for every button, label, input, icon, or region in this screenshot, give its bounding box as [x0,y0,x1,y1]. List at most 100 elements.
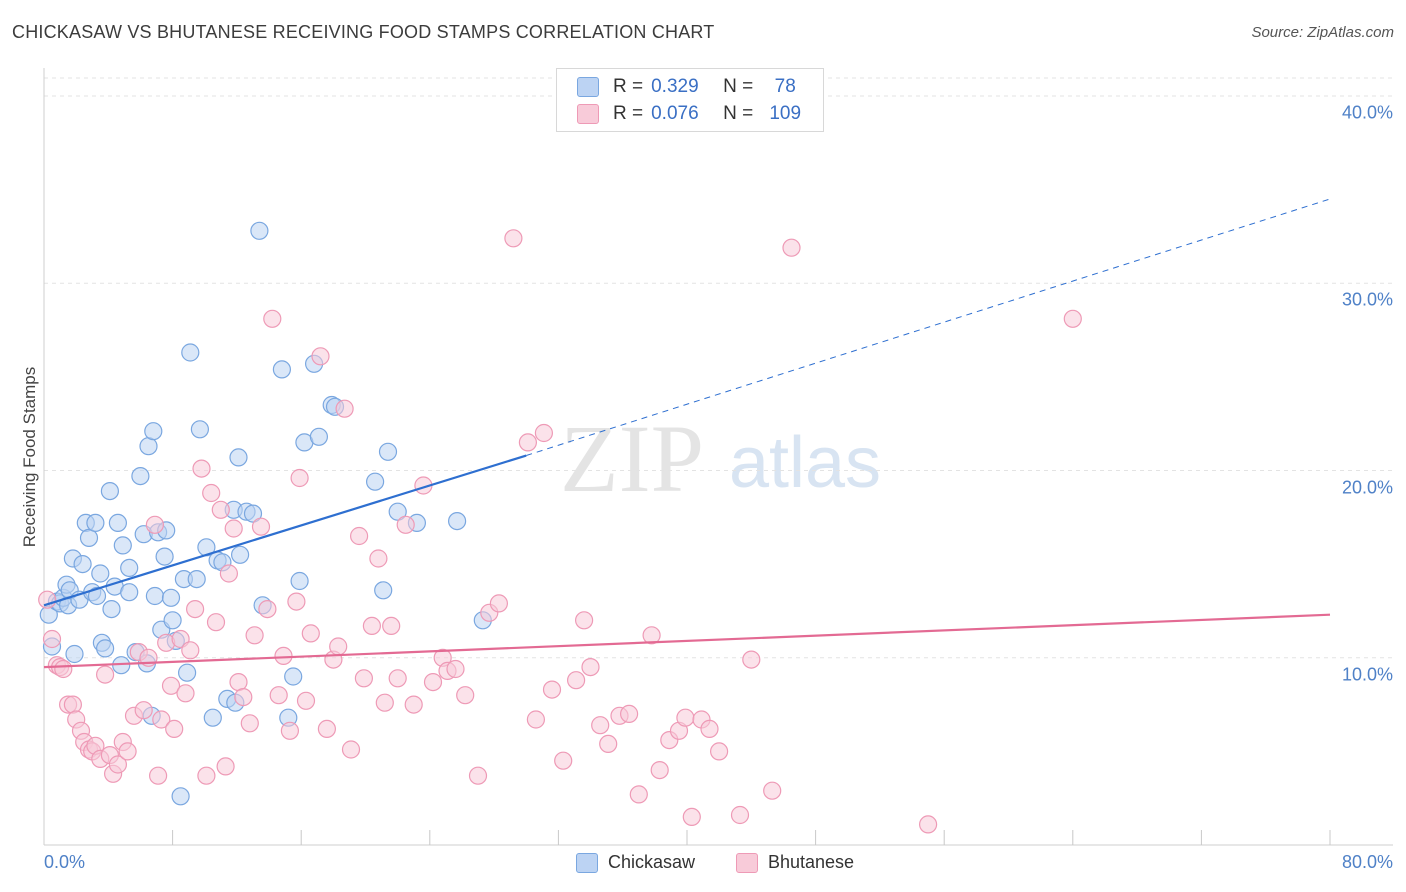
point-bhutanese [234,687,253,707]
point-bhutanese [554,751,573,770]
point-bhutanese [287,592,306,611]
legend-n-value: 109 [769,103,802,124]
bottom-legend-bhutanese: Bhutanese [736,852,854,873]
point-bhutanese [192,459,211,478]
point-bhutanese [709,742,729,761]
point-chickasaw [290,571,309,591]
axes [43,68,1393,846]
trend-line-chickasaw [43,454,527,607]
point-bhutanese [181,641,200,660]
point-chickasaw [87,586,107,606]
point-bhutanese [404,695,423,714]
legend-n-label: N = [723,76,754,97]
point-chickasaw [181,343,200,362]
point-bhutanese [581,657,600,677]
point-chickasaw [155,547,174,566]
point-bhutanese [446,659,465,679]
point-chickasaw [284,667,303,686]
point-bhutanese [202,483,221,503]
point-chickasaw [161,588,181,607]
point-bhutanese [526,710,546,729]
legend-n-value: 78 [774,76,796,97]
point-bhutanese [216,757,235,776]
point-bhutanese [566,671,586,690]
trend-lines [43,198,1331,669]
trend-line-extension-chickasaw [526,198,1331,456]
point-bhutanese [468,766,488,785]
point-bhutanese [161,676,181,695]
legend-r-value: 0.329 [651,76,699,97]
watermark: ZIP atlas [560,405,881,512]
point-bhutanese [375,693,394,712]
point-bhutanese [176,684,195,703]
point-bhutanese [350,526,369,546]
point-chickasaw [448,511,467,531]
point-bhutanese [341,740,361,759]
point-bhutanese [619,704,639,724]
point-chickasaw [187,569,206,589]
point-bhutanese [145,515,164,534]
legend: R = 0.329 N = 78 R = 0.076 N = 109 [556,68,824,132]
bottom-legend-swatch-bhutanese [736,852,758,873]
point-chickasaw [190,420,209,439]
watermark-zip: ZIP [560,405,704,512]
point-bhutanese [574,611,594,630]
legend-swatch-chickasaw [577,77,599,97]
point-bhutanese [700,719,719,739]
y-tick-label: 30.0% [1341,289,1393,310]
legend-row-chickasaw: R = 0.329 N = 78 [577,75,805,99]
point-chickasaw [100,482,120,501]
point-bhutanese [534,423,554,443]
point-chickasaw [378,442,398,461]
watermark-atlas: atlas [729,423,881,503]
point-chickasaw [366,472,385,491]
point-chickasaw [144,422,163,441]
point-bhutanese [317,719,336,739]
point-bhutanese [629,785,648,804]
point-bhutanese [290,468,309,488]
bottom-legend-label-bhutanese: Bhutanese [768,852,855,872]
point-bhutanese [152,710,171,729]
point-chickasaw [243,504,263,523]
point-chickasaw [203,708,222,727]
gridlines [44,77,1393,659]
x-tick-max: 80.0% [1341,852,1393,872]
y-tick-label: 10.0% [1341,664,1393,685]
point-bhutanese [108,755,128,774]
chart-title: CHICKASAW VS BHUTANESE RECEIVING FOOD ST… [12,22,715,42]
point-chickasaw [145,586,164,606]
point-chickasaw [250,221,269,240]
point-chickasaw [163,611,182,630]
point-bhutanese [118,742,137,761]
point-chickasaw [272,360,291,379]
point-bhutanese [782,238,801,257]
legend-r-label: R = [613,103,644,124]
point-chickasaw [309,427,328,446]
point-bhutanese [354,669,373,688]
point-bhutanese [362,616,381,636]
point-bhutanese [742,650,761,669]
bottom-legend-swatch-chickasaw [576,852,598,873]
point-chickasaw [120,558,139,578]
point-chickasaw [65,644,84,664]
point-chickasaw [374,581,393,600]
trend-line-bhutanese [43,613,1331,669]
point-bhutanese [301,624,320,643]
point-chickasaw [120,583,139,602]
point-bhutanese [186,599,205,619]
point-bhutanese [149,766,168,785]
point-bhutanese [676,708,695,727]
point-bhutanese [542,680,562,699]
point-chickasaw [113,536,132,555]
point-bhutanese [274,646,293,666]
point-chickasaw [139,437,158,456]
point-bhutanese [263,309,282,328]
point-bhutanese [251,517,271,536]
point-bhutanese [197,766,216,785]
point-chickasaw [91,564,110,583]
bottom-legend-chickasaw: Chickasaw [576,852,695,873]
point-chickasaw [86,513,105,533]
point-bhutanese [165,719,184,739]
point-bhutanese [329,637,348,656]
